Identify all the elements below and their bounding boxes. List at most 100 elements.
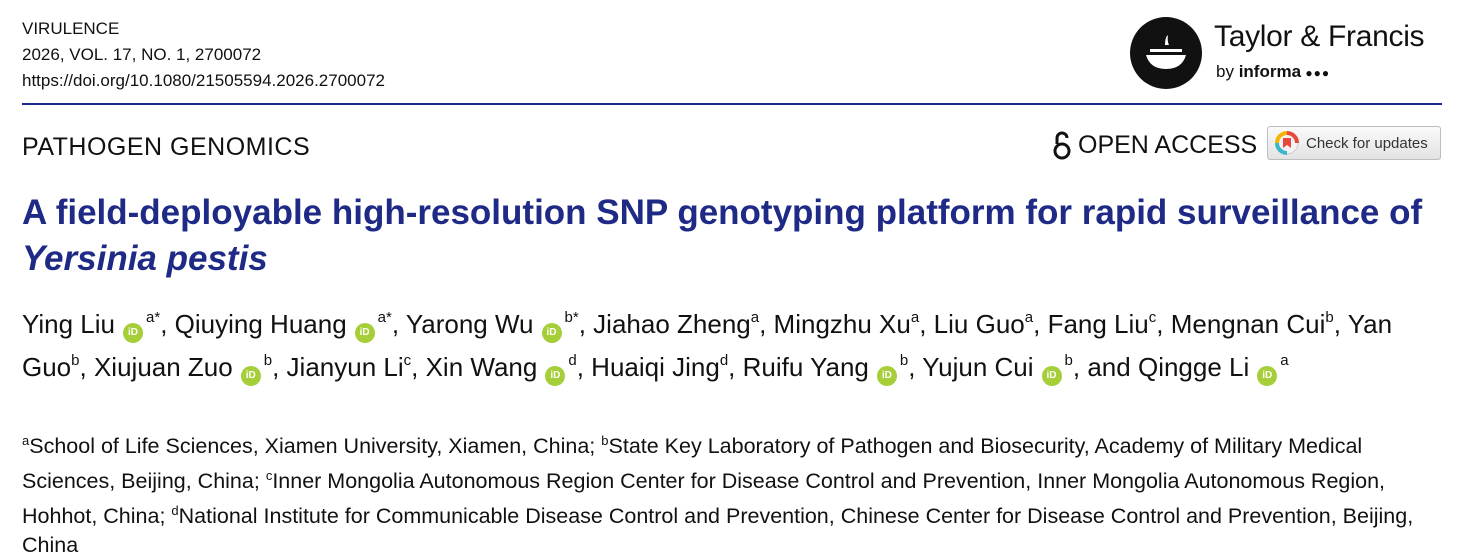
affiliation-text: Inner Mongolia Autonomous Region Center … [22,469,1386,528]
title-text: A field-deployable high-resolution SNP g… [22,193,1423,232]
orcid-icon[interactable]: iD [1041,366,1062,386]
affiliation-label: b [601,433,609,448]
author-name: Liu Guo [933,309,1025,339]
affiliation-text: School of Life Sciences, Xiamen Universi… [29,434,590,458]
author-name: Qingge Li [1137,352,1250,382]
author-conjunction: and [1087,352,1131,382]
separator: , [391,309,400,339]
orcid-icon[interactable]: iD [240,366,261,386]
separator: , [759,309,767,339]
author-affiliation-marker: b [899,352,909,369]
author: Jiahao Zhenga [593,309,759,339]
separator: ; [589,434,596,458]
author-name: Qiuying Huang [174,309,347,339]
author-affiliation-marker: a [750,309,760,326]
author-affiliation-marker: b [263,352,273,369]
publisher-icon [1130,17,1202,89]
author: Mingzhu Xua [774,309,920,339]
article-title: A field-deployable high-resolution SNP g… [22,190,1442,282]
author-name: Yarong Wu [405,309,534,339]
separator: , [728,352,736,382]
affiliation-label: c [265,468,273,483]
author: Liu Guoa [934,309,1033,339]
affiliation-text: State Key Laboratory of Pathogen and Bio… [22,434,1363,493]
author-affiliation-marker: a* [377,309,392,326]
separator: , [908,352,916,382]
orcid-icon[interactable]: iD [1257,366,1278,386]
author: Xiujuan Zuo iDb [93,352,273,386]
author-name: Yan Guo [22,309,1393,382]
affiliation: bState Key Laboratory of Pathogen and Bi… [22,433,1363,493]
author: Fang Liuc [1048,309,1157,339]
orcid-icon[interactable]: iD [545,366,566,386]
author: Ruifu Yang iDb [742,352,909,386]
check-updates-icon [1275,131,1299,155]
journal-name: VIRULENCE [22,19,120,38]
author-name: Jianyun Li [286,352,404,382]
separator: ; [159,504,166,528]
author-name: Jiahao Zheng [593,309,751,339]
author: Huaiqi Jingd [591,352,728,382]
issue: 2026, VOL. 17, NO. 1, 2700072 [22,45,262,64]
orcid-icon[interactable]: iD [123,323,143,343]
author-list: Ying Liu iDa*, Qiuying Huang iDa*, Yarong … [22,300,1452,386]
author-name: Mengnan Cui [1170,309,1326,339]
author-affiliation-marker: c [1148,309,1157,326]
open-lock-icon [1053,131,1071,160]
doi[interactable]: https://doi.org/10.1080/21505594.2026.27… [22,71,385,90]
separator: , [1156,309,1164,339]
separator: , [1333,309,1341,339]
author-affiliation-marker: a* [146,309,161,326]
journal-info: VIRULENCE 2026, VOL. 17, NO. 1, 2700072 … [22,16,385,94]
separator: , [79,352,87,382]
separator: , [272,352,280,382]
check-updates-button[interactable]: Check for updates [1267,126,1441,160]
orcid-icon[interactable]: iD [541,323,562,343]
author-affiliation-marker: a [910,309,920,326]
check-updates-label: Check for updates [1306,134,1428,152]
author-affiliation-marker: c [403,352,412,369]
author-name: Ying Liu [22,309,115,339]
author: Mengnan Cuib [1171,309,1334,339]
affiliation: aSchool of Life Sciences, Xiamen Univers… [22,433,590,458]
author-affiliation-marker: d [568,352,577,369]
author: Yujun Cui iDb [922,352,1073,386]
author-affiliation-marker: b [1064,352,1073,369]
author-name: Ruifu Yang [742,352,869,382]
author: Xin Wang iDd [425,352,577,386]
orcid-icon[interactable]: iD [876,366,897,386]
author-name: Xiujuan Zuo [93,352,233,382]
author-affiliation-marker: a [1280,352,1289,369]
affiliation-label: a [22,433,30,448]
orcid-icon[interactable]: iD [354,323,375,343]
separator: , [578,309,586,339]
author-name: Huaiqi Jing [591,352,720,382]
separator: , [576,352,584,382]
author-name: Xin Wang [425,352,538,382]
author-affiliation-marker: a [1024,309,1034,326]
author: Qiuying Huang iDa* [174,309,392,343]
affiliation: cInner Mongolia Autonomous Region Center… [22,468,1386,528]
affiliation: dNational Institute for Communicable Dis… [22,503,1414,557]
publisher-by-line: by informa ●●● [1216,62,1331,81]
author-affiliation-marker: d [719,352,729,369]
author-name: Fang Liu [1047,309,1149,339]
separator: , [160,309,168,339]
author-name: Mingzhu Xu [773,309,911,339]
author: Yarong Wu iDb* [405,309,579,343]
author: Qingge Li iDa [1137,352,1289,386]
open-access-label: OPEN ACCESS [1078,130,1258,159]
author-affiliation-marker: b [1325,309,1334,326]
section-label: PATHOGEN GENOMICS [22,133,311,161]
affiliation-list: aSchool of Life Sciences, Xiamen Univers… [22,426,1452,560]
by: by [1216,62,1234,81]
affiliation-text: National Institute for Communicable Dise… [22,504,1414,557]
author: Yan Guob [22,309,1392,382]
author-affiliation-marker: b* [564,309,579,326]
author: Ying Liu iDa* [22,309,161,343]
author-name: Yujun Cui [922,352,1034,382]
publisher-name: Taylor & Francis [1214,20,1425,53]
title-species: Yersinia pestis [22,239,268,278]
author: Jianyun Lic [287,352,412,382]
